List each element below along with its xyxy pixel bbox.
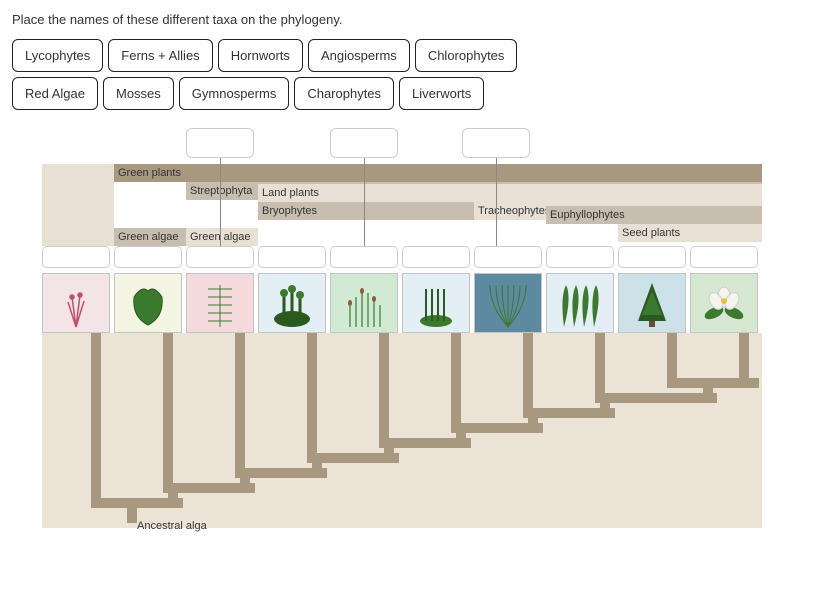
drop-slot-9[interactable] xyxy=(690,246,758,268)
drop-slot-3[interactable] xyxy=(258,246,326,268)
clade-bar-bryophytes: Bryophytes xyxy=(258,202,474,220)
taxon-tile-red-algae xyxy=(42,273,110,333)
drop-slot-0[interactable] xyxy=(42,246,110,268)
clade-bar-land_plants: Land plants xyxy=(258,184,762,202)
taxon-tile-charophyte xyxy=(186,273,254,333)
hornwort-icon xyxy=(408,277,464,329)
branch-iv xyxy=(703,378,713,403)
label-chip[interactable]: Charophytes xyxy=(294,77,394,110)
taxon-tile-fern xyxy=(546,273,614,333)
branch-h xyxy=(595,393,717,403)
taxon-tile-liverwort xyxy=(258,273,326,333)
label-pool: LycophytesFerns + AlliesHornwortsAngiosp… xyxy=(12,39,816,110)
fern-icon xyxy=(552,277,608,329)
clade-bar-seed_plants: Seed plants xyxy=(618,224,762,242)
label-chip[interactable]: Ferns + Allies xyxy=(108,39,212,72)
lycophyte-icon xyxy=(480,277,536,329)
clade-bar-green_plants: Green plants xyxy=(114,164,762,182)
label-chip[interactable]: Mosses xyxy=(103,77,174,110)
drop-slot-2[interactable] xyxy=(186,246,254,268)
drop-line xyxy=(220,158,221,250)
drop-slot-8[interactable] xyxy=(618,246,686,268)
drop-line xyxy=(496,158,497,250)
label-chip[interactable]: Angiosperms xyxy=(308,39,410,72)
phylogeny-diagram: Green plantsStreptophytaLand plantsBryop… xyxy=(22,128,802,548)
clade-bar-euphyllophytes: Euphyllophytes xyxy=(546,206,762,224)
branch-v xyxy=(91,333,101,503)
taxon-tile-hornwort xyxy=(402,273,470,333)
branch-v xyxy=(595,333,605,398)
drop-top-2[interactable] xyxy=(462,128,530,158)
moss-icon xyxy=(336,277,392,329)
drop-top-0[interactable] xyxy=(186,128,254,158)
label-chip[interactable]: Red Algae xyxy=(12,77,98,110)
red-algae-icon xyxy=(48,277,104,329)
label-chip[interactable]: Lycophytes xyxy=(12,39,103,72)
drop-slot-6[interactable] xyxy=(474,246,542,268)
label-row-2: Red AlgaeMossesGymnospermsCharophytesLiv… xyxy=(12,77,816,110)
drop-slot-7[interactable] xyxy=(546,246,614,268)
label-chip[interactable]: Gymnosperms xyxy=(179,77,290,110)
chlorophyte-icon xyxy=(120,277,176,329)
clade-bar-green_algae2: Green algae xyxy=(186,228,258,246)
conifer-icon xyxy=(624,277,680,329)
branch-iv xyxy=(240,468,250,493)
label-chip[interactable]: Hornworts xyxy=(218,39,303,72)
branch-v xyxy=(523,333,533,413)
liverwort-icon xyxy=(264,277,320,329)
branch-iv xyxy=(312,453,322,478)
taxon-tile-lycophyte xyxy=(474,273,542,333)
taxon-tile-moss xyxy=(330,273,398,333)
branch-v xyxy=(739,333,749,383)
branch-v xyxy=(667,333,677,383)
label-chip[interactable]: Chlorophytes xyxy=(415,39,518,72)
drop-slot-5[interactable] xyxy=(402,246,470,268)
label-row-1: LycophytesFerns + AlliesHornwortsAngiosp… xyxy=(12,39,816,72)
clade-bar-green_algae: Green algae xyxy=(114,228,186,246)
branch-v xyxy=(235,333,245,473)
branch-h xyxy=(667,378,759,388)
drop-slot-1[interactable] xyxy=(114,246,182,268)
branch-iv xyxy=(600,393,610,418)
drop-line xyxy=(364,158,365,250)
branch-v xyxy=(163,333,173,488)
taxon-tile-chlorophyte xyxy=(114,273,182,333)
label-chip[interactable]: Liverworts xyxy=(399,77,484,110)
instruction-text: Place the names of these different taxa … xyxy=(12,12,816,27)
flower-icon xyxy=(696,277,752,329)
pre-column xyxy=(42,164,114,246)
branch-v xyxy=(307,333,317,458)
branch-iv xyxy=(168,483,178,508)
branch-iv xyxy=(456,423,466,448)
ancestor-label: Ancestral alga xyxy=(137,520,207,532)
drop-slot-4[interactable] xyxy=(330,246,398,268)
drop-top-1[interactable] xyxy=(330,128,398,158)
branch-v xyxy=(379,333,389,443)
taxon-tile-flower xyxy=(690,273,758,333)
branch-iv xyxy=(127,498,137,523)
branch-iv xyxy=(528,408,538,433)
branch-v xyxy=(451,333,461,428)
charophyte-icon xyxy=(192,277,248,329)
taxon-tile-conifer xyxy=(618,273,686,333)
branch-iv xyxy=(384,438,394,463)
